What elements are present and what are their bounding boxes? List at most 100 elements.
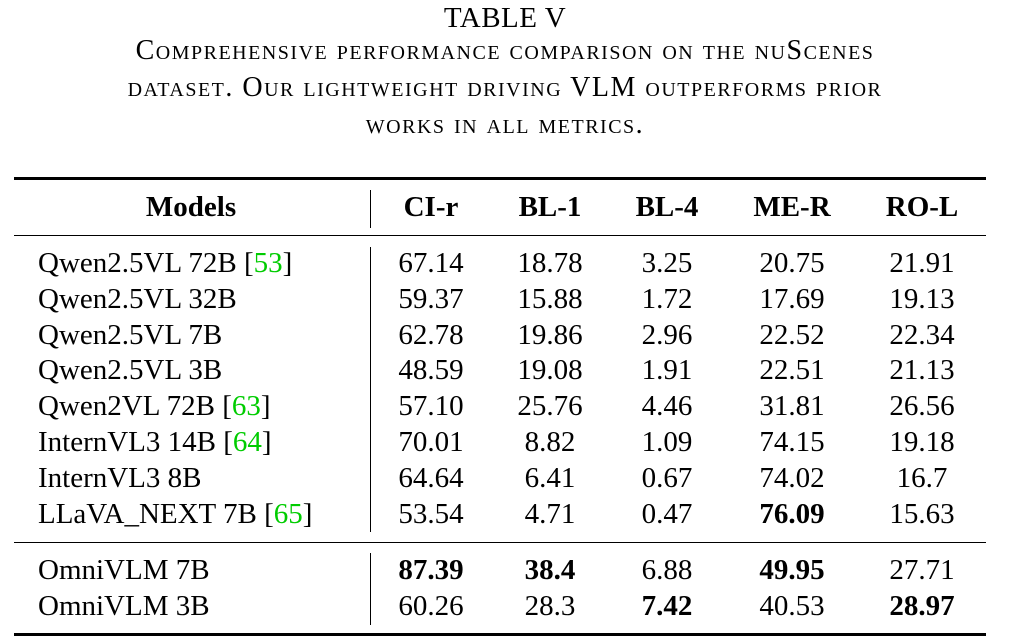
model-name-cell: Qwen2.5VL 7B — [38, 317, 222, 353]
vertical-separator-header — [370, 190, 372, 228]
citation-open-bracket: [ — [264, 498, 274, 530]
table-row: InternVL3 8B 64.64 6.41 0.67 74.02 16.7 — [0, 460, 1010, 496]
vertical-separator-baselines — [370, 247, 372, 532]
metric-value-me-r: 76.09 — [759, 498, 825, 530]
metric-value-me-r: 49.95 — [759, 554, 825, 586]
table-row: Qwen2.5VL 32B 59.37 15.88 1.72 17.69 19.13 — [0, 281, 1010, 317]
metric-value-ci-r: 62.78 — [398, 319, 464, 351]
model-name-cell: Qwen2.5VL 72B [53] — [38, 245, 292, 281]
metric-value-bl-4: 7.42 — [641, 590, 693, 622]
metric-value-bl-4: 6.88 — [641, 554, 693, 586]
model-name-cell: OmniVLM 3B — [38, 588, 210, 624]
metric-value-bl-1: 15.88 — [517, 283, 583, 315]
metric-value-ro-l: 28.97 — [889, 590, 955, 622]
metric-value-ci-r: 53.54 — [398, 498, 464, 530]
column-header-bl-4: BL-4 — [635, 191, 699, 223]
metric-value-me-r: 20.75 — [759, 247, 825, 279]
model-name-cell: InternVL3 14B [64] — [38, 424, 272, 460]
bottom-rule — [14, 633, 986, 636]
metric-value-me-r: 22.52 — [759, 319, 825, 351]
metric-value-ci-r: 59.37 — [398, 283, 464, 315]
table-row: OmniVLM 3B 60.26 28.3 7.42 40.53 28.97 — [0, 588, 1010, 624]
citation-close-bracket: ] — [282, 247, 293, 279]
metric-value-bl-4: 0.47 — [641, 498, 693, 530]
metric-value-bl-4: 4.46 — [641, 390, 693, 422]
metric-value-ci-r: 57.10 — [398, 390, 464, 422]
table-row: LLaVA_NEXT 7B [65] 53.54 4.71 0.47 76.09 15.6… — [0, 496, 1010, 532]
metric-value-ci-r: 87.39 — [398, 554, 464, 586]
metric-value-bl-4: 3.25 — [641, 247, 693, 279]
metric-value-bl-1: 18.78 — [517, 247, 583, 279]
metric-value-me-r: 31.81 — [759, 390, 825, 422]
header-rule — [14, 235, 986, 237]
citation-open-bracket: [ — [222, 390, 232, 422]
metric-value-bl-1: 8.82 — [524, 426, 576, 458]
model-name: Qwen2.5VL 3B — [38, 354, 223, 386]
metric-value-me-r: 74.15 — [759, 426, 825, 458]
citation-number: 64 — [232, 426, 262, 458]
model-name: Qwen2.5VL 72B — [38, 247, 237, 279]
column-header-ro-l: RO-L — [885, 191, 959, 223]
model-name: InternVL3 8B — [38, 462, 202, 494]
model-name: Qwen2VL 72B — [38, 390, 215, 422]
metric-value-ci-r: 67.14 — [398, 247, 464, 279]
citation-close-bracket: ] — [260, 390, 271, 422]
metric-value-me-r: 40.53 — [759, 590, 825, 622]
table-row: Qwen2.5VL 3B 48.59 19.08 1.91 22.51 21.13 — [0, 352, 1010, 388]
metric-value-bl-1: 4.71 — [524, 498, 576, 530]
model-name: OmniVLM 3B — [38, 590, 210, 622]
column-header-ci-r: CI-r — [403, 191, 459, 223]
model-name-cell: InternVL3 8B — [38, 460, 202, 496]
metric-value-ro-l: 15.63 — [889, 498, 955, 530]
metric-value-ro-l: 22.34 — [889, 319, 955, 351]
metric-value-ro-l: 21.13 — [889, 354, 955, 386]
caption-line-1: Comprehensive performance comparison on … — [135, 35, 875, 66]
citation-close-bracket: ] — [261, 426, 272, 458]
model-name-cell: Qwen2VL 72B [63] — [38, 388, 271, 424]
table-row: Qwen2.5VL 72B [53] 67.14 18.78 3.25 20.75 21.… — [0, 245, 1010, 281]
column-header-models: Models — [145, 191, 237, 223]
model-name-cell: LLaVA_NEXT 7B [65] — [38, 496, 312, 532]
metric-value-bl-1: 19.08 — [517, 354, 583, 386]
vertical-separator-ours — [370, 553, 372, 625]
table-label: TABLE V — [443, 2, 567, 34]
caption-line-3: works in all metrics. — [365, 109, 645, 140]
metric-value-me-r: 74.02 — [759, 462, 825, 494]
metric-value-ci-r: 70.01 — [398, 426, 464, 458]
metric-value-bl-1: 6.41 — [524, 462, 576, 494]
model-name: OmniVLM 7B — [38, 554, 210, 586]
table-row: OmniVLM 7B 87.39 38.4 6.88 49.95 27.71 — [0, 552, 1010, 588]
model-name-cell: Qwen2.5VL 3B — [38, 352, 222, 388]
metric-value-bl-1: 19.86 — [517, 319, 583, 351]
metric-value-me-r: 17.69 — [759, 283, 825, 315]
metric-value-ro-l: 26.56 — [889, 390, 955, 422]
metric-value-bl-4: 1.72 — [641, 283, 693, 315]
metric-value-bl-1: 28.3 — [524, 590, 576, 622]
metric-value-ci-r: 64.64 — [398, 462, 464, 494]
metric-value-ci-r: 48.59 — [398, 354, 464, 386]
column-header-me-r: ME-R — [753, 191, 831, 223]
metric-value-bl-4: 1.09 — [641, 426, 693, 458]
citation-open-bracket: [ — [243, 247, 254, 279]
column-header-bl-1: BL-1 — [518, 191, 582, 223]
table-header-row: Models CI-r BL-1 BL-4 ME-R RO-L — [0, 189, 1010, 225]
metric-value-bl-4: 1.91 — [641, 354, 693, 386]
model-name: Qwen2.5VL 32B — [38, 283, 237, 315]
model-name-cell: OmniVLM 7B — [38, 552, 210, 588]
caption-line-2: dataset. Our lightweight driving VLM out… — [127, 72, 883, 103]
table-row: Qwen2.5VL 7B 62.78 19.86 2.96 22.52 22.34 — [0, 317, 1010, 353]
model-name: InternVL3 14B — [38, 426, 216, 458]
metric-value-bl-4: 0.67 — [641, 462, 693, 494]
metric-value-ci-r: 60.26 — [398, 590, 464, 622]
citation-number: 53 — [253, 247, 283, 279]
model-name-cell: Qwen2.5VL 32B — [38, 281, 237, 317]
metric-value-ro-l: 16.7 — [896, 462, 948, 494]
citation-open-bracket: [ — [223, 426, 233, 458]
metric-value-bl-1: 38.4 — [524, 554, 576, 586]
metric-value-ro-l: 19.13 — [889, 283, 955, 315]
metric-value-ro-l: 21.91 — [889, 247, 955, 279]
model-name: Qwen2.5VL 7B — [38, 319, 223, 351]
group-rule — [14, 542, 986, 544]
top-rule — [14, 177, 986, 180]
citation-close-bracket: ] — [302, 498, 313, 530]
